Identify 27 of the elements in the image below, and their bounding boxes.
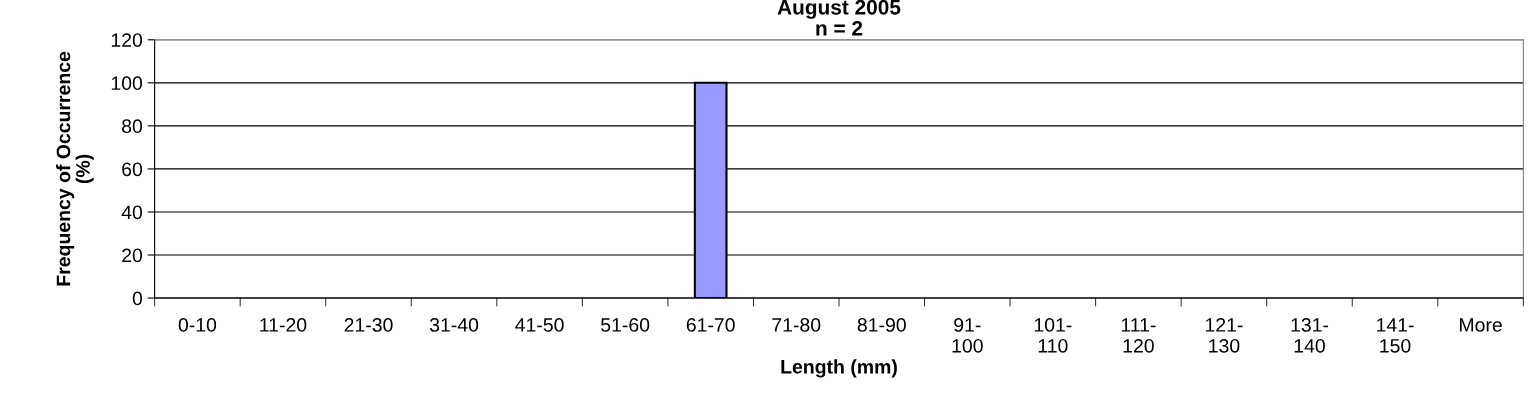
x-tick-label: 81-90 bbox=[857, 318, 906, 332]
y-tick-label: 120 bbox=[111, 33, 143, 48]
chart-subtitle: n = 2 bbox=[816, 20, 863, 36]
x-tick-label: 51-60 bbox=[601, 318, 650, 332]
x-tick-label: 0-10 bbox=[178, 318, 217, 332]
y-tick-label: 100 bbox=[111, 76, 143, 91]
x-tick-label: 101-110 bbox=[1034, 318, 1072, 353]
x-tick-label: 11-20 bbox=[260, 318, 307, 332]
x-tick-label: 131-140 bbox=[1291, 318, 1329, 353]
y-axis-title: Frequency of Occurrence (%) bbox=[56, 51, 94, 286]
y-tick-label: 0 bbox=[132, 291, 143, 306]
x-tick-label: More bbox=[1460, 318, 1502, 332]
x-tick-label: 71-80 bbox=[772, 318, 821, 332]
x-tick-label: 111-120 bbox=[1121, 318, 1156, 353]
y-tick-label: 80 bbox=[122, 119, 143, 134]
x-tick-label: 61-70 bbox=[686, 318, 735, 332]
chart-title: August 2005 bbox=[777, 0, 901, 19]
x-tick-label: 41-50 bbox=[515, 318, 564, 332]
x-tick-label: 31-40 bbox=[429, 318, 479, 332]
x-tick-label: 21-30 bbox=[344, 318, 393, 332]
y-tick-label: 40 bbox=[121, 205, 143, 220]
y-tick-label: 20 bbox=[122, 248, 143, 263]
x-tick-label: 141-150 bbox=[1377, 318, 1414, 353]
x-axis-title: Length (mm) bbox=[781, 359, 897, 378]
y-tick-label: 60 bbox=[122, 162, 143, 177]
x-tick-label: 91-100 bbox=[952, 318, 983, 353]
x-tick-label: 121-130 bbox=[1205, 318, 1243, 353]
